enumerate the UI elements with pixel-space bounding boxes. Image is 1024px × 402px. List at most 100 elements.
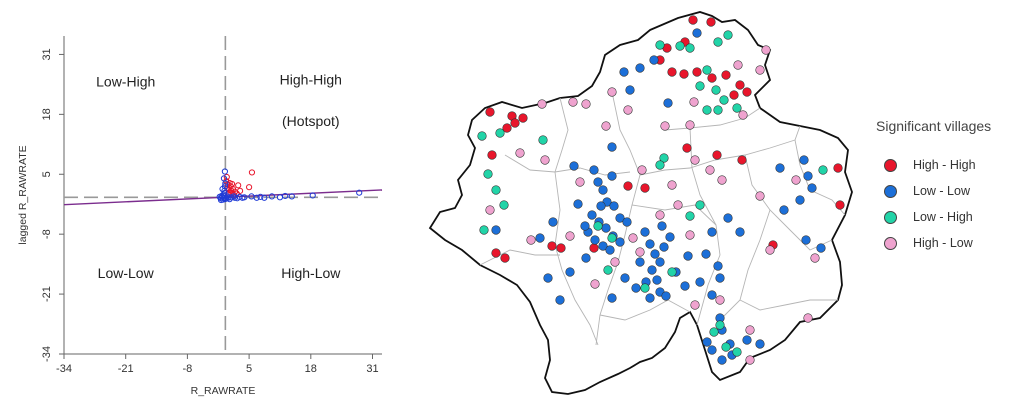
village-point: [673, 200, 683, 210]
village-point: [745, 355, 755, 365]
village-point: [791, 175, 801, 185]
quadrant-label: High-High: [280, 71, 342, 87]
village-points: [477, 15, 845, 365]
village-point: [580, 221, 590, 231]
village-point: [491, 225, 501, 235]
village-point: [487, 150, 497, 160]
village-point: [657, 221, 667, 231]
village-point: [569, 161, 579, 171]
village-point: [565, 231, 575, 241]
village-point: [607, 293, 617, 303]
village-point: [682, 143, 692, 153]
scatter-point: [356, 189, 363, 196]
legend-title: Significant villages: [876, 118, 992, 134]
x-tick-label: -8: [183, 363, 193, 375]
village-point: [607, 142, 617, 152]
village-point: [715, 273, 725, 283]
village-point: [615, 237, 625, 247]
x-tick-label: -34: [56, 363, 72, 375]
village-point: [647, 265, 657, 275]
scatter-point: [253, 194, 260, 201]
village-point: [679, 69, 689, 79]
scatter-point: [236, 187, 244, 194]
village-point: [723, 30, 733, 40]
village-point: [555, 295, 565, 305]
village-point: [810, 253, 820, 263]
village-point: [620, 273, 630, 283]
x-tick-label: 18: [305, 363, 317, 375]
village-point: [598, 241, 608, 251]
village-point: [816, 243, 826, 253]
village-point: [733, 60, 743, 70]
village-point: [683, 251, 693, 261]
x-tick-label: 31: [366, 363, 378, 375]
village-point: [491, 248, 501, 258]
village-point: [619, 67, 629, 77]
x-tick-label: -21: [118, 363, 134, 375]
village-point: [615, 213, 625, 223]
scatter-point: [257, 193, 264, 200]
village-point: [607, 87, 617, 97]
village-point: [755, 65, 765, 75]
village-point: [631, 283, 641, 293]
village-point: [711, 85, 721, 95]
scatter-point: [268, 193, 275, 200]
y-axis-label: lagged R_RAWRATE: [17, 145, 29, 244]
village-point: [593, 177, 603, 187]
village-point: [755, 339, 765, 349]
scatter-point: [221, 187, 228, 194]
village-point: [761, 45, 771, 55]
village-point: [640, 183, 650, 193]
village-point: [537, 99, 547, 109]
village-point: [607, 233, 617, 243]
village-point: [635, 257, 645, 267]
village-point: [495, 128, 505, 138]
scatter-point: [220, 175, 228, 182]
legend-item-high-low: High - Low: [876, 230, 1024, 256]
village-point: [707, 345, 717, 355]
village-point: [556, 243, 566, 253]
village-point: [755, 191, 765, 201]
village-point: [717, 355, 727, 365]
village-point: [712, 150, 722, 160]
legend: Significant villages High - High Low - L…: [876, 118, 1024, 256]
village-point: [835, 200, 845, 210]
legend-label: Low - Low: [913, 184, 970, 198]
village-point: [667, 267, 677, 277]
village-point: [623, 105, 633, 115]
village-point: [713, 37, 723, 47]
village-point: [477, 131, 487, 141]
scatter-point: [288, 193, 295, 200]
village-point: [695, 200, 705, 210]
legend-swatch-high-low: [884, 236, 897, 250]
village-point: [589, 165, 599, 175]
village-point: [692, 67, 702, 77]
village-point: [732, 347, 742, 357]
village-point: [833, 163, 843, 173]
village-point: [568, 97, 578, 107]
village-point: [690, 155, 700, 165]
village-point: [483, 169, 493, 179]
village-point: [675, 41, 685, 51]
legend-item-low-low: Low - Low: [876, 178, 1024, 204]
village-point: [795, 195, 805, 205]
village-point: [707, 227, 717, 237]
village-point: [695, 277, 705, 287]
village-point: [692, 28, 702, 38]
village-point: [735, 227, 745, 237]
village-point: [593, 221, 603, 231]
village-point: [655, 210, 665, 220]
y-tick-label: 5: [41, 171, 53, 177]
village-point: [702, 105, 712, 115]
village-point: [723, 213, 733, 223]
village-point: [659, 153, 669, 163]
village-point: [598, 185, 608, 195]
village-point: [581, 99, 591, 109]
village-point: [706, 17, 716, 27]
village-point: [660, 121, 670, 131]
quadrant-label: High-Low: [281, 265, 341, 281]
village-point: [601, 121, 611, 131]
village-point: [709, 327, 719, 337]
village-point: [713, 105, 723, 115]
village-point: [713, 261, 723, 271]
